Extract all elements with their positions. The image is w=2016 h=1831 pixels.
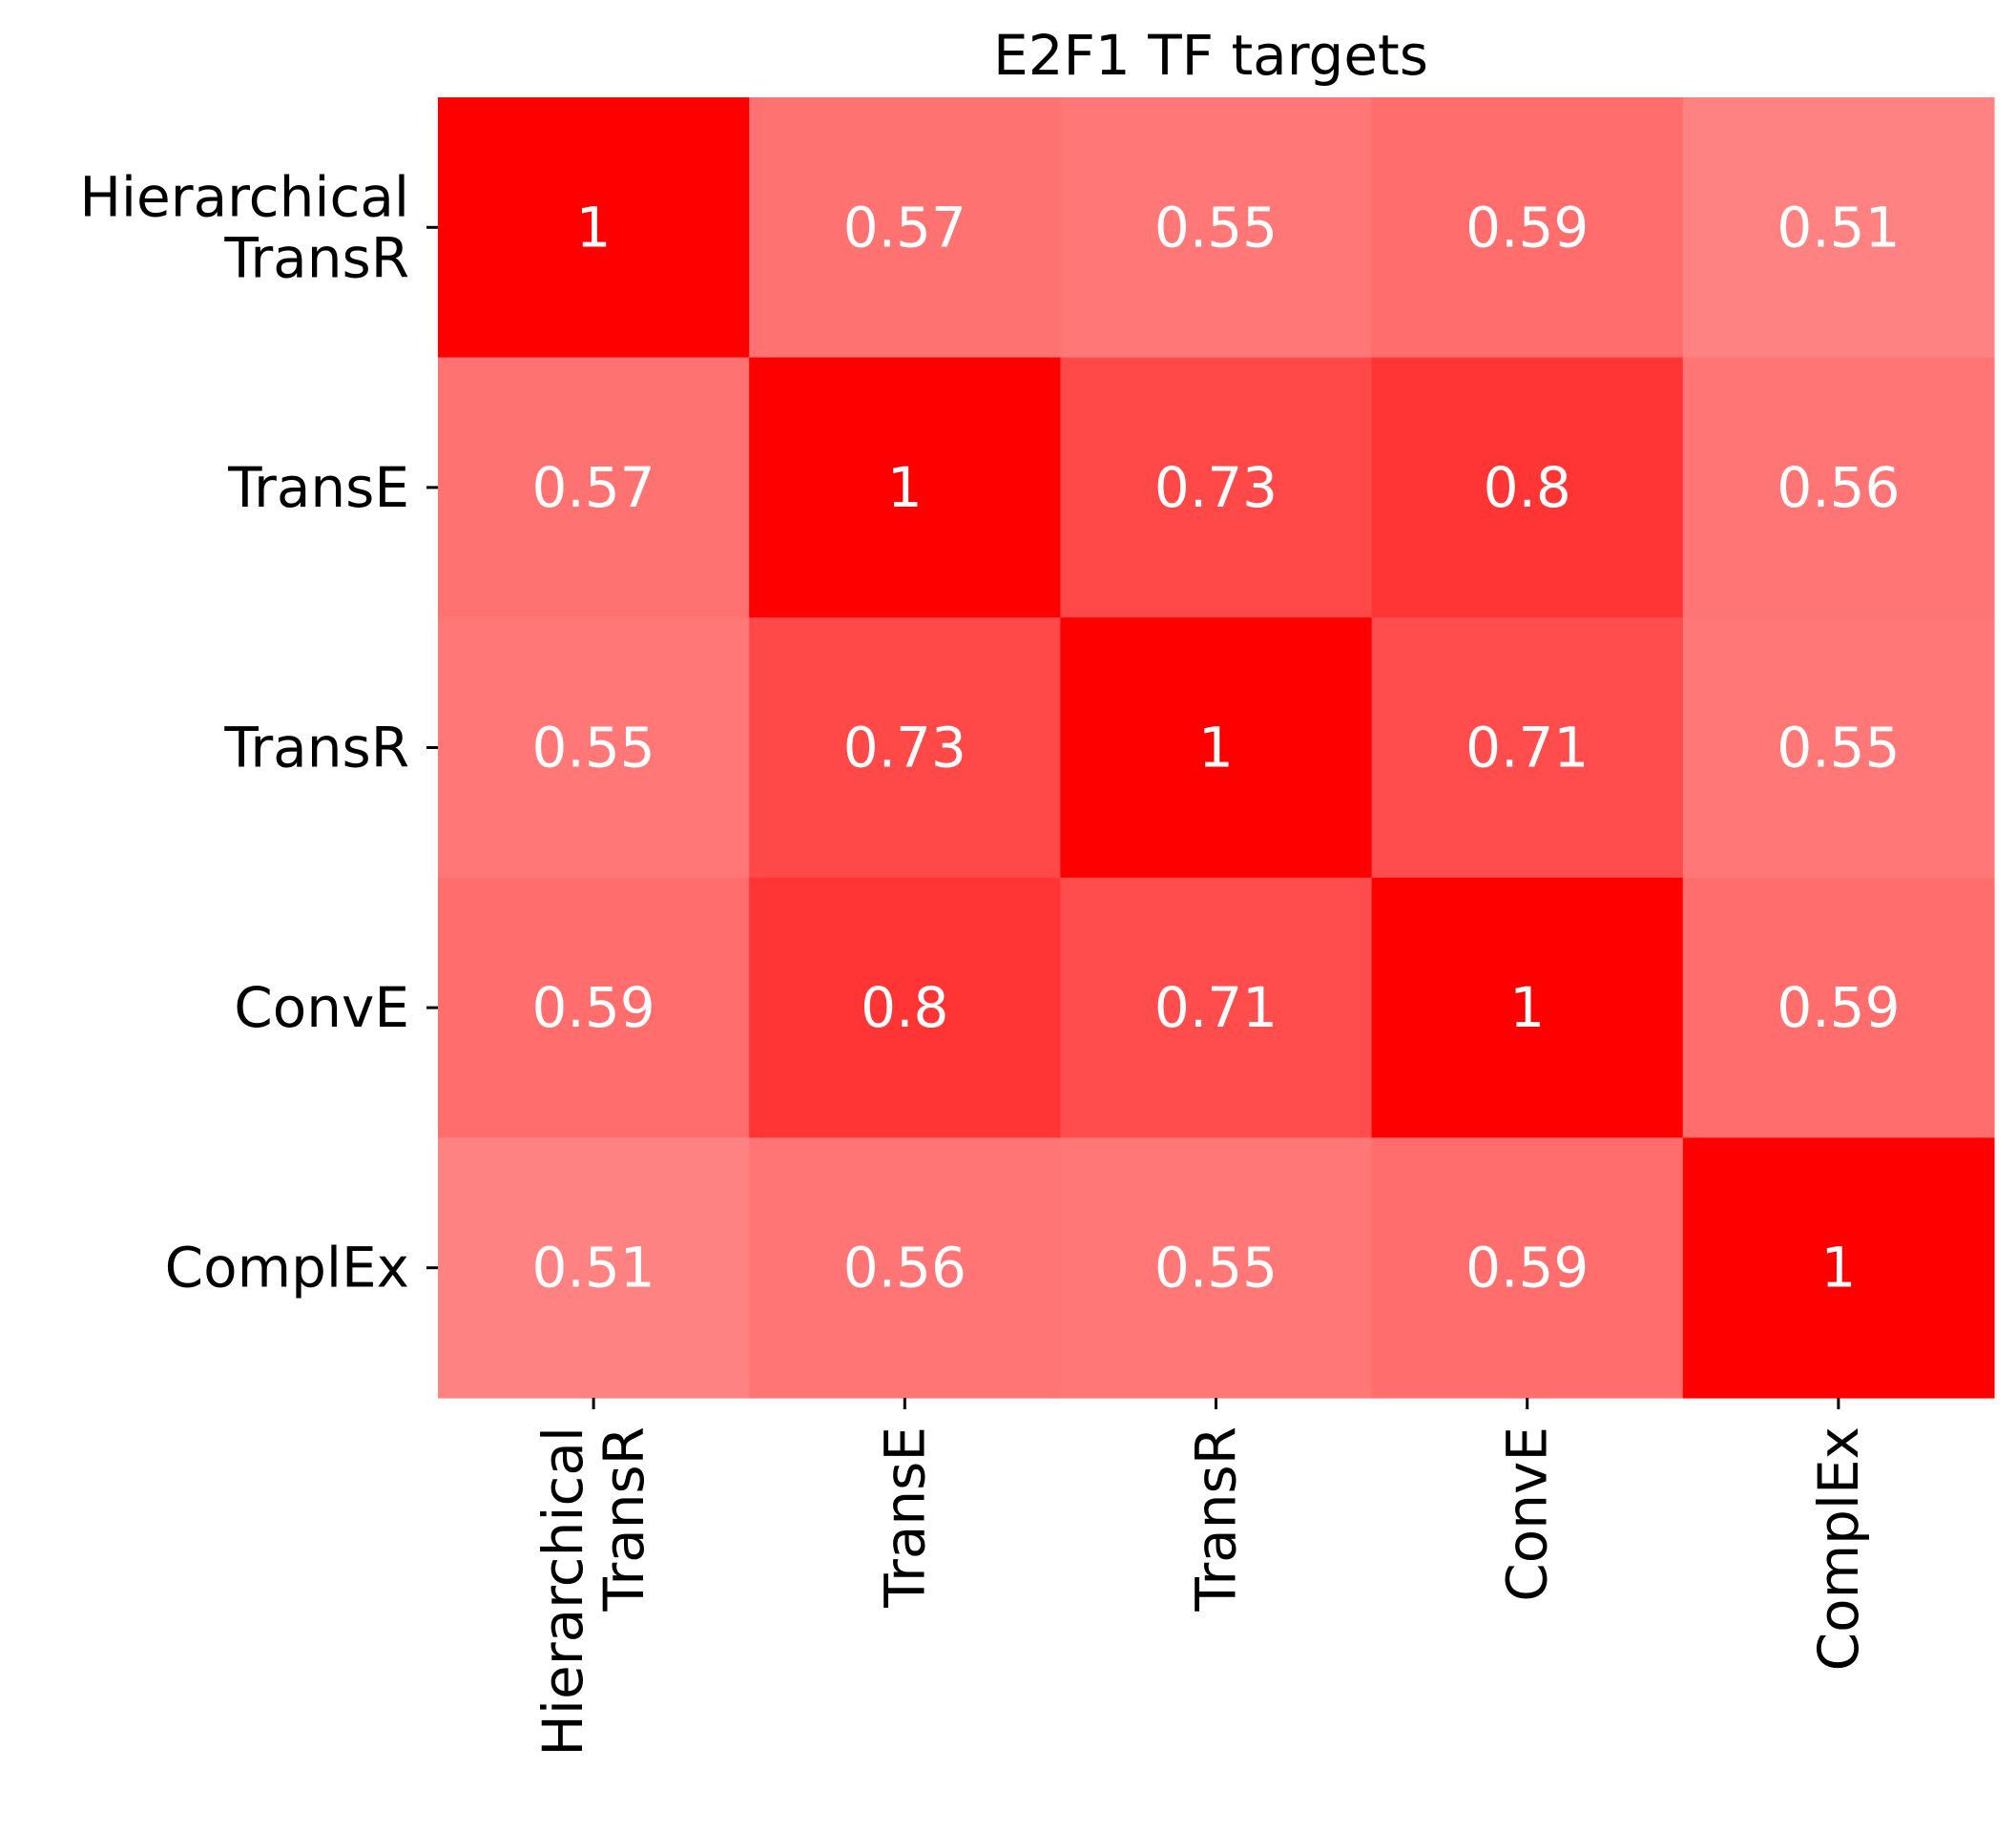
cell-annotation-r0-c1: 0.57 — [843, 195, 966, 260]
cell-annotation-r2-c1: 0.73 — [843, 716, 966, 780]
y-tick-label-3: ConvE — [234, 975, 409, 1040]
heatmap-cell-r4-c3 — [1371, 1137, 1684, 1399]
heatmap-cell-r3-c0 — [438, 877, 750, 1138]
heatmap-cell-r3-c2 — [1060, 877, 1373, 1138]
y-tick-label-2: TransR — [223, 716, 409, 780]
heatmap-cell-r2-c0 — [438, 617, 750, 879]
cell-annotation-r1-c1: 1 — [887, 455, 923, 520]
cell-annotation-r2-c2: 1 — [1198, 716, 1234, 780]
heatmap-cell-r3-c1 — [749, 877, 1061, 1138]
heatmap-cell-r2-c2 — [1060, 617, 1373, 879]
cell-annotation-r1-c4: 0.56 — [1777, 455, 1900, 520]
heatmap-cell-r0-c1 — [749, 97, 1061, 359]
heatmap-cell-r1-c3 — [1371, 357, 1684, 618]
heatmap-cell-r3-c4 — [1682, 877, 1995, 1138]
x-tick-label-0: HierarchicalTransR — [530, 1426, 656, 1757]
cell-annotation-r4-c2: 0.55 — [1154, 1236, 1278, 1300]
heatmap-cell-r1-c4 — [1682, 357, 1995, 618]
cell-annotation-r3-c3: 1 — [1509, 975, 1545, 1040]
cell-annotation-r4-c3: 0.59 — [1465, 1236, 1589, 1300]
cell-annotation-r3-c2: 0.71 — [1154, 975, 1278, 1040]
x-tick-label-4: ComplEx — [1806, 1426, 1871, 1671]
chart-title: E2F1 TF targets — [993, 23, 1428, 88]
cell-annotation-r0-c4: 0.51 — [1777, 195, 1900, 260]
y-axis: Hierarchical TransR TransE TransR ConvE Compl… — [79, 164, 438, 1300]
heatmap-cell-r0-c0 — [438, 97, 750, 359]
y-tick-label-4: ComplEx — [165, 1236, 409, 1300]
cell-annotation-r1-c2: 0.73 — [1154, 455, 1278, 520]
cell-annotation-r2-c3: 0.71 — [1465, 716, 1589, 780]
heatmap-cell-r4-c2 — [1060, 1137, 1373, 1399]
y-tick-label-1: TransE — [227, 455, 409, 520]
cell-annotation-r2-c0: 0.55 — [532, 716, 655, 780]
cell-annotation-r3-c1: 0.8 — [861, 975, 948, 1040]
cell-annotation-r2-c4: 0.55 — [1777, 716, 1900, 780]
heatmap-cell-r3-c3 — [1371, 877, 1684, 1138]
x-tick-label-2: TransR — [1184, 1426, 1249, 1613]
heatmap-cell-r2-c4 — [1682, 617, 1995, 879]
heatmap-cell-r4-c0 — [438, 1137, 750, 1399]
heatmap-cell-r1-c2 — [1060, 357, 1373, 618]
x-axis: HierarchicalTransR TransE TransR ConvE Compl… — [530, 1398, 1871, 1757]
cell-annotation-r0-c2: 0.55 — [1154, 195, 1278, 260]
cell-annotation-r3-c0: 0.59 — [532, 975, 655, 1040]
heatmap-cell-r0-c2 — [1060, 97, 1373, 359]
cell-annotation-r4-c0: 0.51 — [532, 1236, 655, 1300]
heatmap-cell-r0-c3 — [1371, 97, 1684, 359]
heatmap-cell-r1-c0 — [438, 357, 750, 618]
heatmap-cell-r0-c4 — [1682, 97, 1995, 359]
y-tick-label-0: Hierarchical TransR — [79, 164, 409, 290]
cell-annotation-r0-c3: 0.59 — [1465, 195, 1589, 260]
heatmap-cell-r1-c1 — [749, 357, 1061, 618]
x-tick-label-1: TransE — [872, 1426, 937, 1609]
heatmap-cells — [438, 97, 1995, 1399]
cell-annotation-r4-c4: 1 — [1820, 1236, 1856, 1300]
cell-annotation-r0-c0: 1 — [576, 195, 612, 260]
cell-annotation-r1-c0: 0.57 — [532, 455, 655, 520]
cell-annotation-r3-c4: 0.59 — [1777, 975, 1900, 1040]
heatmap-cell-r2-c3 — [1371, 617, 1684, 879]
heatmap-cell-r4-c1 — [749, 1137, 1061, 1399]
heatmap-cell-r4-c4 — [1682, 1137, 1995, 1399]
cell-annotations: 1 0.57 0.55 0.59 0.51 0.57 1 0.73 0.8 0.56 0.55 0.7… — [532, 195, 1901, 1300]
cell-annotation-r1-c3: 0.8 — [1484, 455, 1571, 520]
x-tick-label-3: ConvE — [1495, 1426, 1560, 1602]
cell-annotation-r4-c1: 0.56 — [843, 1236, 966, 1300]
heatmap-cell-r2-c1 — [749, 617, 1061, 879]
